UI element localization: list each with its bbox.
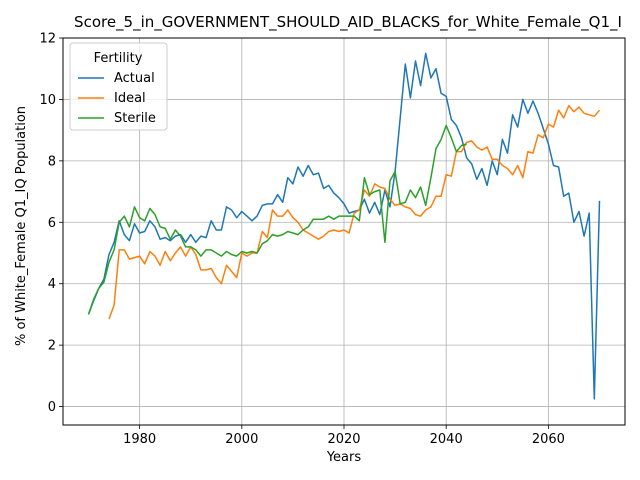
series-lines <box>87 52 601 400</box>
legend-label-sterile: Sterile <box>114 111 156 126</box>
x-axis-label: Years <box>326 450 362 465</box>
y-tick-label: 2 <box>48 339 56 354</box>
axis-ticks: 1980 2000 2020 2040 2060 0 2 4 6 8 10 12 <box>39 32 564 448</box>
x-tick-label: 2000 <box>225 432 258 447</box>
legend-title: Fertility <box>94 51 143 66</box>
series-line-actual <box>87 52 601 400</box>
series-line-sterile <box>87 124 467 315</box>
x-tick-label: 2020 <box>327 432 360 447</box>
y-axis-label: % of White_Female Q1_IQ Population <box>14 106 29 346</box>
y-tick-label: 4 <box>48 277 56 292</box>
x-tick-label: 2040 <box>430 432 463 447</box>
y-tick-label: 12 <box>39 32 56 47</box>
y-tick-label: 6 <box>48 216 56 231</box>
x-tick-label: 1980 <box>123 432 156 447</box>
y-tick-label: 10 <box>39 93 56 108</box>
legend-label-ideal: Ideal <box>114 91 146 106</box>
series-line-ideal <box>108 104 601 320</box>
x-tick-label: 2060 <box>532 432 565 447</box>
legend-label-actual: Actual <box>114 71 155 86</box>
y-tick-label: 8 <box>48 154 56 169</box>
y-tick-label: 0 <box>48 400 56 415</box>
chart-title: Score_5_in_GOVERNMENT_SHOULD_AID_BLACKS_… <box>74 13 622 32</box>
legend: Fertility Actual Ideal Sterile <box>69 42 168 131</box>
legend-box <box>69 42 168 131</box>
